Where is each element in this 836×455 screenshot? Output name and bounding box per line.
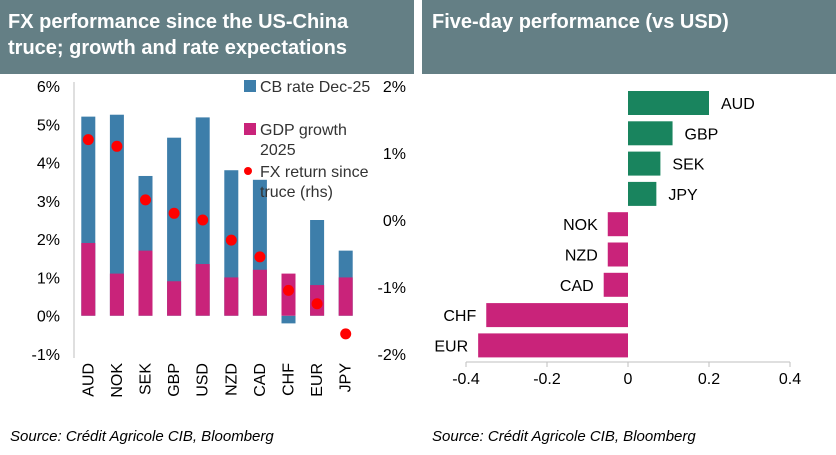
performance-bar-aud: [628, 91, 709, 115]
x-tick-label: -0.2: [533, 371, 561, 388]
bar-label-nok: NOK: [563, 217, 598, 234]
fx-return-point-eur: [311, 298, 323, 310]
x-category-label-chf: CHF: [281, 363, 298, 396]
x-category-label-usd: USD: [195, 363, 212, 397]
right-source-note: Source: Crédit Agricole CIB, Bloomberg: [432, 428, 696, 445]
fx-return-point-usd: [197, 214, 209, 226]
left-y-tick-label: 3%: [37, 194, 60, 211]
gdp-growth-bar-aud: [81, 242, 96, 316]
cb-rate-bar-chf: [281, 315, 296, 324]
legend-label-fx-return: FX return since truce (rhs): [260, 164, 369, 201]
fx-return-point-gbp: [168, 207, 180, 219]
left-title-line1: FX performance since the US-China: [8, 11, 349, 33]
x-category-label-nzd: NZD: [223, 363, 240, 396]
cb-rate-bar-nok: [109, 114, 124, 316]
gdp-growth-bar-nzd: [224, 277, 239, 316]
performance-bar-jpy: [628, 181, 657, 206]
bar-label-sek: SEK: [672, 157, 704, 174]
x-category-label-aud: AUD: [80, 363, 97, 397]
performance-bar-cad: [603, 272, 628, 297]
left-chart-title: FX performance since the US-China truce;…: [0, 0, 414, 74]
performance-bar-nok: [607, 212, 628, 237]
left-y-tick-label: 1%: [37, 270, 60, 287]
x-category-label-sek: SEK: [138, 363, 155, 395]
bar-label-chf: CHF: [443, 308, 476, 325]
performance-bar-eur: [478, 333, 628, 358]
legend-label-gdp-growth-line1: GDP growth: [260, 122, 347, 139]
legend-marker-fx-return: [244, 167, 252, 175]
right-y-tick-label: -2%: [378, 347, 406, 364]
fx-return-point-cad: [254, 251, 266, 263]
legend-swatch-gdp-growth: [244, 123, 256, 135]
bar-label-aud: AUD: [721, 96, 755, 113]
x-tick-label: 0: [624, 371, 633, 388]
fx-return-point-aud: [82, 134, 94, 146]
fx-return-point-nzd: [225, 234, 237, 246]
fx-performance-panel: FX performance since the US-China truce;…: [0, 0, 414, 455]
gdp-growth-bar-nok: [109, 273, 124, 316]
fx-return-point-nok: [111, 140, 123, 152]
x-tick-label: 0.4: [779, 371, 801, 388]
left-source-note: Source: Crédit Agricole CIB, Bloomberg: [10, 428, 274, 445]
performance-bar-chf: [486, 303, 628, 328]
fx-return-point-sek: [140, 194, 151, 206]
bar-label-gbp: GBP: [685, 126, 719, 143]
legend-label-cb-rate: CB rate Dec-25: [260, 79, 370, 96]
right-y-tick-label: 0%: [383, 213, 406, 230]
right-y-tick-label: 2%: [383, 79, 406, 96]
x-tick-label: -0.4: [452, 371, 480, 388]
left-y-tick-label: 0%: [37, 309, 60, 326]
x-category-label-nok: NOK: [109, 363, 126, 398]
left-y-tick-label: 5%: [37, 117, 60, 134]
bar-label-cad: CAD: [560, 278, 594, 295]
five-day-performance-panel: Five-day performance (vs USD) AUD GBP SEK J…: [422, 0, 836, 455]
performance-bar-nzd: [607, 242, 628, 267]
panel-divider: [414, 0, 422, 455]
gdp-growth-bar-sek: [138, 250, 153, 316]
bar-label-nzd: NZD: [565, 248, 598, 265]
gdp-growth-bar-gbp: [167, 281, 182, 316]
x-category-label-eur: EUR: [309, 363, 326, 397]
bar-label-jpy: JPY: [668, 187, 698, 204]
gdp-growth-bar-usd: [195, 264, 210, 316]
fx-return-point-chf: [283, 284, 294, 296]
left-y-tick-label: 4%: [37, 156, 60, 173]
right-y-tick-label: -1%: [378, 280, 406, 297]
legend-label-gdp-growth-line2: 2025: [260, 142, 296, 159]
x-tick-label: 0.2: [698, 371, 720, 388]
right-y-tick-label: 1%: [383, 146, 406, 163]
gdp-growth-bar-cad: [252, 269, 267, 316]
legend-label-fx-return-line1: FX return since: [260, 164, 369, 181]
x-category-label-jpy: JPY: [338, 363, 355, 393]
performance-bar-gbp: [628, 121, 673, 146]
left-y-tick-label: 6%: [37, 79, 60, 96]
fx-performance-chart: 6% 5% 4% 3% 2% 1% 0% -1% 2% 1% 0% -1% -2% AUD NOK SEK GB…: [32, 79, 406, 398]
left-y-tick-label: -1%: [32, 347, 60, 364]
legend-swatch-cb-rate: [244, 80, 256, 92]
x-category-label-gbp: GBP: [166, 363, 183, 397]
cb-rate-bar-gbp: [167, 137, 182, 316]
left-y-tick-label: 2%: [37, 232, 60, 249]
legend-label-gdp-growth: GDP growth 2025: [260, 122, 347, 159]
x-category-label-cad: CAD: [252, 363, 269, 397]
fx-return-point-jpy: [340, 328, 352, 340]
performance-bar-sek: [628, 151, 661, 176]
bar-label-eur: EUR: [434, 338, 468, 355]
right-chart-title: Five-day performance (vs USD): [422, 0, 836, 74]
gdp-growth-bar-jpy: [338, 277, 353, 316]
left-title-line2: truce; growth and rate expectations: [8, 37, 347, 59]
legend-label-fx-return-line2: truce (rhs): [260, 184, 333, 201]
